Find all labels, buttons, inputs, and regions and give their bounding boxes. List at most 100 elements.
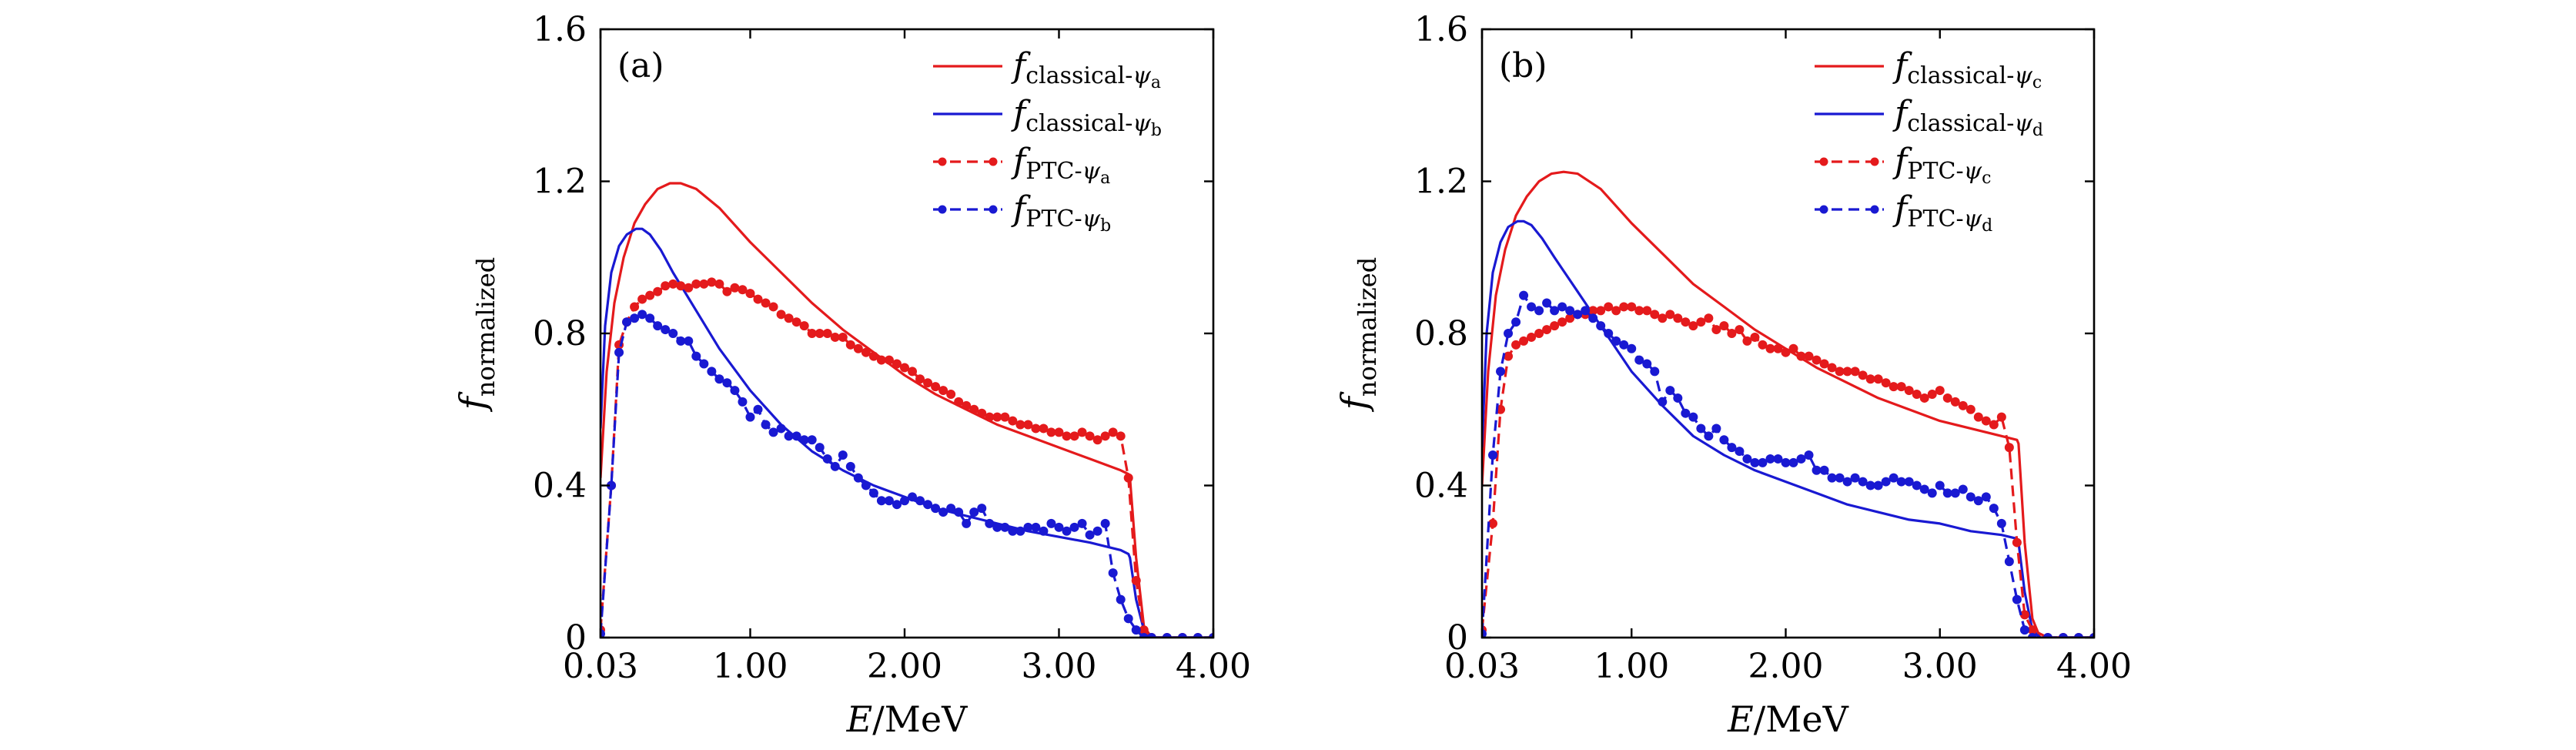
- data-point: [791, 317, 801, 327]
- data-point: [1085, 530, 1095, 540]
- data-point: [753, 404, 763, 414]
- data-point: [822, 329, 832, 338]
- data-point: [1488, 450, 1498, 460]
- data-point: [1573, 310, 1583, 320]
- data-point: [699, 359, 709, 369]
- data-point: [830, 461, 840, 471]
- data-point: [684, 283, 694, 293]
- data-point: [791, 431, 801, 441]
- data-point: [768, 427, 778, 437]
- data-point: [768, 302, 778, 312]
- data-point: [1046, 518, 1056, 528]
- data-point: [1054, 522, 1064, 532]
- legend-label: fPTC-ψc: [1892, 142, 1991, 188]
- data-point: [868, 488, 878, 498]
- data-point: [1100, 518, 1110, 528]
- data-point: [676, 336, 686, 346]
- data-point: [1750, 457, 1760, 467]
- data-point: [2012, 594, 2022, 604]
- data-point: [1069, 431, 1079, 441]
- y-tick-label: 1.6: [533, 10, 587, 49]
- data-point: [853, 473, 863, 483]
- data-point: [1965, 404, 1975, 414]
- data-point: [1912, 390, 1922, 399]
- y-axis-title: fnormalized: [452, 257, 500, 412]
- data-point: [954, 397, 964, 407]
- data-point: [668, 279, 678, 289]
- data-point: [1557, 317, 1567, 327]
- data-point: [1842, 477, 1852, 487]
- series-line-2: [1482, 219, 2094, 638]
- data-point: [761, 298, 771, 308]
- data-point: [1796, 454, 1806, 464]
- data-point: [1812, 465, 1822, 475]
- data-point: [2089, 633, 2094, 638]
- data-point: [1865, 480, 1875, 491]
- data-point: [962, 400, 972, 410]
- data-point: [1650, 367, 1660, 377]
- y-axis-title: fnormalized: [1333, 257, 1382, 412]
- data-point: [876, 496, 886, 506]
- data-point: [969, 507, 979, 517]
- data-point: [1015, 526, 1025, 536]
- series-line-1: [1482, 170, 2094, 638]
- data-point: [1958, 484, 1968, 494]
- data-point: [1711, 424, 1721, 434]
- data-point: [1619, 302, 1629, 312]
- data-point: [946, 390, 956, 399]
- data-point: [1108, 568, 1118, 578]
- data-point: [1116, 594, 1126, 604]
- legend-label: fPTC-ψa: [1011, 142, 1110, 188]
- data-point: [799, 321, 809, 331]
- data-point: [614, 347, 624, 357]
- data-point: [1557, 302, 1567, 312]
- x-tick-label: 0.03: [1444, 647, 1520, 686]
- data-point: [1511, 340, 1521, 350]
- data-point: [1008, 526, 1018, 536]
- data-point: [1162, 633, 1172, 638]
- data-point: [645, 313, 655, 323]
- data-point: [838, 332, 848, 342]
- data-point: [714, 374, 724, 384]
- data-point: [601, 629, 605, 638]
- data-point: [1604, 329, 1614, 338]
- y-tick-label: 0: [1447, 618, 1468, 658]
- data-point: [738, 397, 748, 407]
- data-point: [822, 454, 832, 464]
- data-point: [714, 279, 724, 289]
- data-point: [868, 351, 878, 361]
- data-point: [1781, 347, 1791, 357]
- data-point: [1077, 427, 1087, 437]
- data-point: [815, 443, 825, 453]
- data-point: [1989, 504, 1999, 514]
- y-tick-label: 1.6: [1414, 10, 1468, 49]
- data-point: [892, 500, 902, 510]
- data-point: [1611, 306, 1621, 316]
- data-point: [1735, 447, 1745, 457]
- data-point: [1758, 457, 1768, 467]
- data-point: [1912, 480, 1922, 491]
- data-point: [699, 279, 709, 289]
- data-point: [1788, 457, 1798, 467]
- data-point: [1842, 367, 1852, 377]
- x-tick-label: 4.00: [2056, 647, 2132, 686]
- data-point: [1904, 386, 1914, 396]
- data-point: [1981, 416, 1991, 426]
- data-point: [745, 289, 755, 299]
- data-point: [807, 329, 817, 338]
- data-point: [2042, 633, 2052, 638]
- x-tick-label: 0.03: [563, 647, 638, 686]
- data-point: [985, 412, 995, 422]
- data-point: [2027, 625, 2037, 635]
- data-point: [1688, 412, 1698, 422]
- data-point: [915, 374, 925, 384]
- data-point: [1850, 473, 1860, 483]
- legend-marker: [938, 205, 947, 214]
- data-point: [1039, 424, 1049, 434]
- data-point: [1819, 359, 1829, 369]
- x-tick-label: 2.00: [1748, 647, 1824, 686]
- data-point: [1634, 306, 1644, 316]
- data-point: [1765, 454, 1775, 464]
- data-point: [1827, 473, 1837, 483]
- data-point: [1062, 526, 1072, 536]
